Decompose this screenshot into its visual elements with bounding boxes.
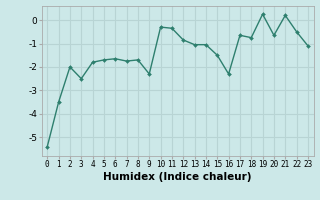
X-axis label: Humidex (Indice chaleur): Humidex (Indice chaleur) <box>103 172 252 182</box>
